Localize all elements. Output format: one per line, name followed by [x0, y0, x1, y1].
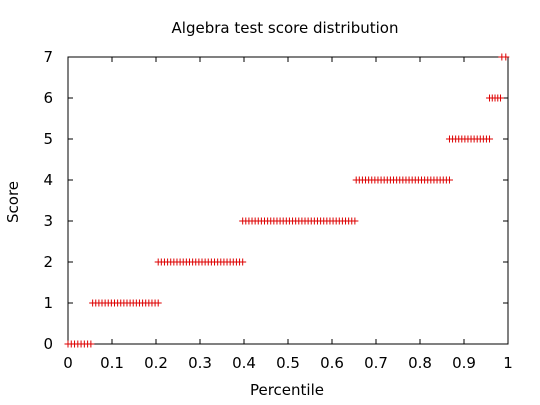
data-point	[445, 176, 453, 184]
data-point	[239, 258, 247, 266]
x-axis-label: Percentile	[250, 381, 324, 399]
x-tick-label: 0.7	[364, 354, 388, 372]
score-4-points	[352, 176, 453, 184]
x-tick-label: 0.6	[320, 354, 344, 372]
data-marks	[64, 53, 510, 348]
y-tick-label: 2	[43, 253, 53, 271]
y-tick-label: 0	[43, 335, 53, 353]
x-tick-label: 0.4	[232, 354, 256, 372]
x-tick-label: 0.5	[276, 354, 300, 372]
score-1-points	[89, 299, 162, 307]
y-tick-label: 4	[43, 171, 53, 189]
score-7-points	[498, 53, 510, 61]
data-point	[497, 94, 505, 102]
data-point	[154, 299, 162, 307]
plot-frame	[67, 56, 509, 345]
data-point	[502, 53, 510, 61]
y-tick-label: 6	[43, 89, 53, 107]
x-ticks: 0 0.1 0.2 0.3 0.4 0.5 0.6 0.7 0.8 0.9 1	[63, 57, 513, 372]
y-tick-label: 3	[43, 212, 53, 230]
x-tick-label: 1	[503, 354, 513, 372]
data-point	[486, 135, 494, 143]
chart-title: Algebra test score distribution	[172, 19, 399, 37]
score-5-points	[445, 135, 494, 143]
score-0-points	[64, 340, 95, 348]
x-tick-label: 0.2	[144, 354, 168, 372]
data-point	[351, 217, 359, 225]
x-tick-label: 0	[63, 354, 73, 372]
score-2-points	[154, 258, 247, 266]
score-6-points	[486, 94, 505, 102]
y-tick-label: 5	[43, 130, 53, 148]
y-ticks: 0 1 2 3 4 5 6 7	[43, 48, 508, 353]
y-axis-label: Score	[4, 181, 22, 223]
x-tick-label: 0.9	[452, 354, 476, 372]
data-point	[87, 340, 95, 348]
y-tick-label: 1	[43, 294, 53, 312]
x-tick-label: 0.1	[100, 354, 124, 372]
score-3-points	[239, 217, 359, 225]
x-tick-label: 0.8	[408, 354, 432, 372]
x-tick-label: 0.3	[188, 354, 212, 372]
y-tick-label: 7	[43, 48, 53, 66]
